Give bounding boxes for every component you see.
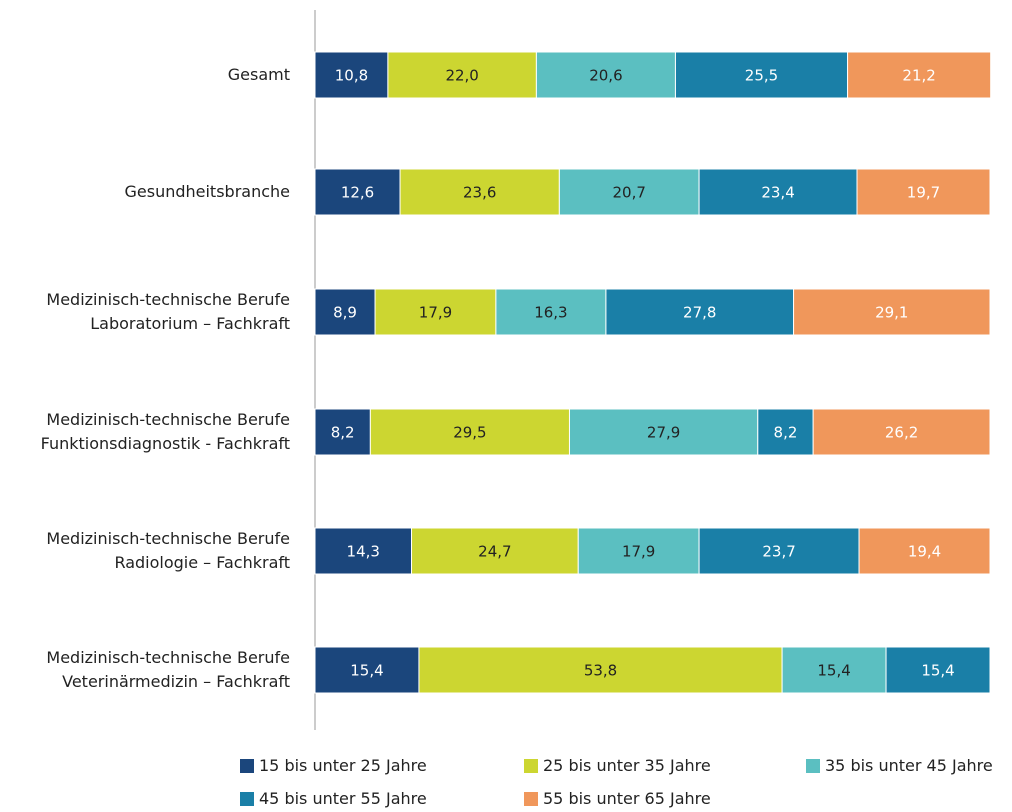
value-label: 23,6 (463, 184, 496, 202)
value-label: 53,8 (584, 662, 617, 680)
value-label: 27,9 (647, 424, 680, 442)
legend-item: 35 bis unter 45 Jahre (806, 756, 993, 775)
bar-segment (314, 288, 376, 336)
bar-segment (558, 168, 700, 216)
value-label: 17,9 (419, 304, 452, 322)
bar-segment (605, 288, 795, 336)
legend-swatch (524, 791, 538, 806)
bar-segment (781, 646, 887, 694)
bar-segment (757, 408, 814, 456)
bar-segment (535, 51, 676, 99)
legend-label: 15 bis unter 25 Jahre (259, 756, 427, 775)
value-label: 22,0 (445, 67, 478, 85)
bar-segment (858, 527, 991, 575)
bar-segment (411, 527, 579, 575)
value-label: 21,2 (902, 67, 935, 85)
bar-segment (812, 408, 991, 456)
value-label: 8,2 (774, 424, 798, 442)
bar-segment (418, 646, 783, 694)
bar-segment (314, 168, 401, 216)
bar-segment (856, 168, 991, 216)
value-label: 8,9 (333, 304, 357, 322)
legend-label: 25 bis unter 35 Jahre (543, 756, 711, 775)
bar-segment (399, 168, 560, 216)
value-label: 25,5 (745, 67, 778, 85)
bar-segment (374, 288, 497, 336)
legend-item: 55 bis unter 65 Jahre (524, 789, 711, 808)
value-label: 12,6 (341, 184, 374, 202)
value-label: 19,4 (908, 543, 941, 561)
legend-swatch (240, 758, 254, 773)
value-label: 23,4 (761, 184, 794, 202)
value-label: 20,7 (613, 184, 646, 202)
category-label: Medizinisch-technische Berufe Veterinärm… (46, 648, 290, 691)
value-label: 26,2 (885, 424, 918, 442)
legend-label: 55 bis unter 65 Jahre (543, 789, 711, 808)
value-label: 15,4 (350, 662, 383, 680)
bar-segment (314, 646, 420, 694)
value-label: 16,3 (534, 304, 567, 322)
value-label: 15,4 (921, 662, 954, 680)
value-label: 8,2 (331, 424, 355, 442)
legend-item: 45 bis unter 55 Jahre (240, 789, 427, 808)
bar-segment (314, 408, 371, 456)
bar-segment (698, 168, 858, 216)
bar-segment (577, 527, 700, 575)
legend-item: 15 bis unter 25 Jahre (240, 756, 427, 775)
bar-segment (568, 408, 759, 456)
category-label: Medizinisch-technische Berufe Funktionsd… (40, 410, 290, 453)
category-label: Medizinisch-technische Berufe Radiologie… (46, 529, 290, 572)
category-label: Gesamt (227, 65, 290, 84)
value-label: 17,9 (622, 543, 655, 561)
value-label: 19,7 (907, 184, 940, 202)
legend-label: 35 bis unter 45 Jahre (825, 756, 993, 775)
legend-swatch (240, 791, 254, 806)
legend-item: 25 bis unter 35 Jahre (524, 756, 711, 775)
legend-label: 45 bis unter 55 Jahre (259, 789, 427, 808)
bar-segment (847, 51, 992, 99)
value-label: 10,8 (335, 67, 368, 85)
value-label: 20,6 (589, 67, 622, 85)
value-label: 27,8 (683, 304, 716, 322)
bar-segment (793, 288, 991, 336)
value-label: 29,5 (453, 424, 486, 442)
bar-segment (314, 527, 413, 575)
category-label: Medizinisch-technische Berufe Laboratori… (46, 290, 290, 333)
bar-segment (387, 51, 537, 99)
value-label: 14,3 (347, 543, 380, 561)
category-label: Gesundheitsbranche (124, 182, 290, 201)
value-label: 29,1 (875, 304, 908, 322)
bar-segment (674, 51, 849, 99)
bar-segment (495, 288, 607, 336)
value-label: 24,7 (478, 543, 511, 561)
value-label: 15,4 (817, 662, 850, 680)
value-label: 23,7 (762, 543, 795, 561)
bar-segment (885, 646, 991, 694)
legend-swatch (524, 758, 538, 773)
legend-swatch (806, 758, 820, 773)
bar-segment (698, 527, 860, 575)
